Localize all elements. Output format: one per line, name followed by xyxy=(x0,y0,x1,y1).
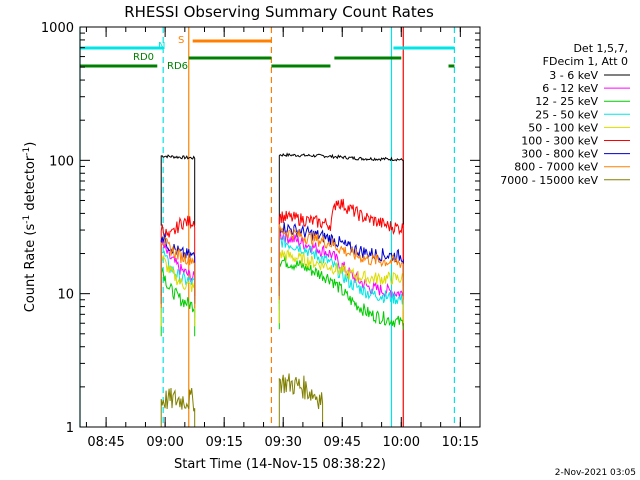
series-line-2-seg-0 xyxy=(160,267,196,337)
legend-header-1: Det 1,5,7, xyxy=(573,42,628,55)
x-tick-label-5: 10:00 xyxy=(383,435,420,450)
legend-header-2: FDecim 1, Att 0 xyxy=(543,55,628,68)
x-axis: 08:45 09:00 09:15 09:30 09:45 10:00 10:15 xyxy=(85,27,481,450)
y-tick-label-1: 10 xyxy=(57,288,74,303)
y-axis-label-main: Count Rate (s xyxy=(23,224,38,313)
y-tick-label-2: 100 xyxy=(49,154,74,169)
state-label-n: N xyxy=(158,41,165,52)
state-label-rd0: RD0 xyxy=(133,52,154,63)
series-line-6-seg-0 xyxy=(160,233,196,304)
x-tick-label-2: 09:15 xyxy=(205,435,242,450)
x-axis-label: Start Time (14-Nov-15 08:38:22) xyxy=(174,457,386,472)
state-label-s: S xyxy=(178,35,184,46)
y-axis-label-close: ) xyxy=(23,142,38,147)
x-tick-label-1: 09:00 xyxy=(146,435,183,450)
series-group xyxy=(160,152,404,427)
series-line-1-seg-0 xyxy=(160,239,196,313)
series-line-2-seg-1 xyxy=(278,255,404,330)
series-line-0-seg-0 xyxy=(160,154,196,226)
legend-label-2: 12 - 25 keV xyxy=(535,95,598,108)
series-line-8-seg-0 xyxy=(160,387,196,427)
y-tick-label-0: 1 xyxy=(66,421,74,436)
x-tick-label-0: 08:45 xyxy=(87,435,124,450)
legend-label-1: 6 - 12 keV xyxy=(542,82,598,95)
x-tick-label-4: 09:45 xyxy=(324,435,361,450)
x-tick-label-6: 10:15 xyxy=(442,435,479,450)
y-axis-label: Count Rate (s-1 detector-1) xyxy=(22,142,38,313)
y-axis-label-sup2: -1 xyxy=(22,147,32,156)
plot-frame xyxy=(79,26,481,428)
legend-label-6: 300 - 800 keV xyxy=(521,148,598,161)
series-line-8-seg-1 xyxy=(278,373,324,427)
legend-label-0: 3 - 6 keV xyxy=(549,69,598,82)
series-line-4-seg-0 xyxy=(160,254,196,327)
legend-label-8: 7000 - 15000 keV xyxy=(500,174,598,187)
series-line-5-seg-1 xyxy=(278,198,404,287)
state-bars: N S RD0 RD6 xyxy=(80,35,455,72)
series-line-0-seg-1 xyxy=(278,152,404,225)
y-axis-label-tail: detector xyxy=(23,155,38,215)
y-axis: 1 10 100 1000 xyxy=(41,21,480,436)
legend-label-5: 100 - 300 keV xyxy=(521,135,598,148)
y-axis-label-sup1: -1 xyxy=(22,215,32,224)
y-tick-label-3: 1000 xyxy=(41,21,74,36)
legend-label-3: 25 - 50 keV xyxy=(535,108,598,121)
series-line-3-seg-0 xyxy=(160,250,196,318)
x-tick-label-3: 09:30 xyxy=(264,435,301,450)
timestamp-stamp: 2-Nov-2021 03:05 xyxy=(555,468,636,478)
series-line-5-seg-0 xyxy=(160,215,196,296)
series-line-7-seg-1 xyxy=(278,224,404,300)
chart-title: RHESSI Observing Summary Count Rates xyxy=(124,3,434,21)
series-line-7-seg-0 xyxy=(160,236,196,309)
legend-label-7: 800 - 7000 keV xyxy=(514,161,598,174)
series-line-4-seg-1 xyxy=(278,248,404,324)
series-line-3-seg-1 xyxy=(278,235,404,311)
state-label-rd6: RD6 xyxy=(167,61,188,72)
legend-label-4: 50 - 100 keV xyxy=(528,121,598,134)
